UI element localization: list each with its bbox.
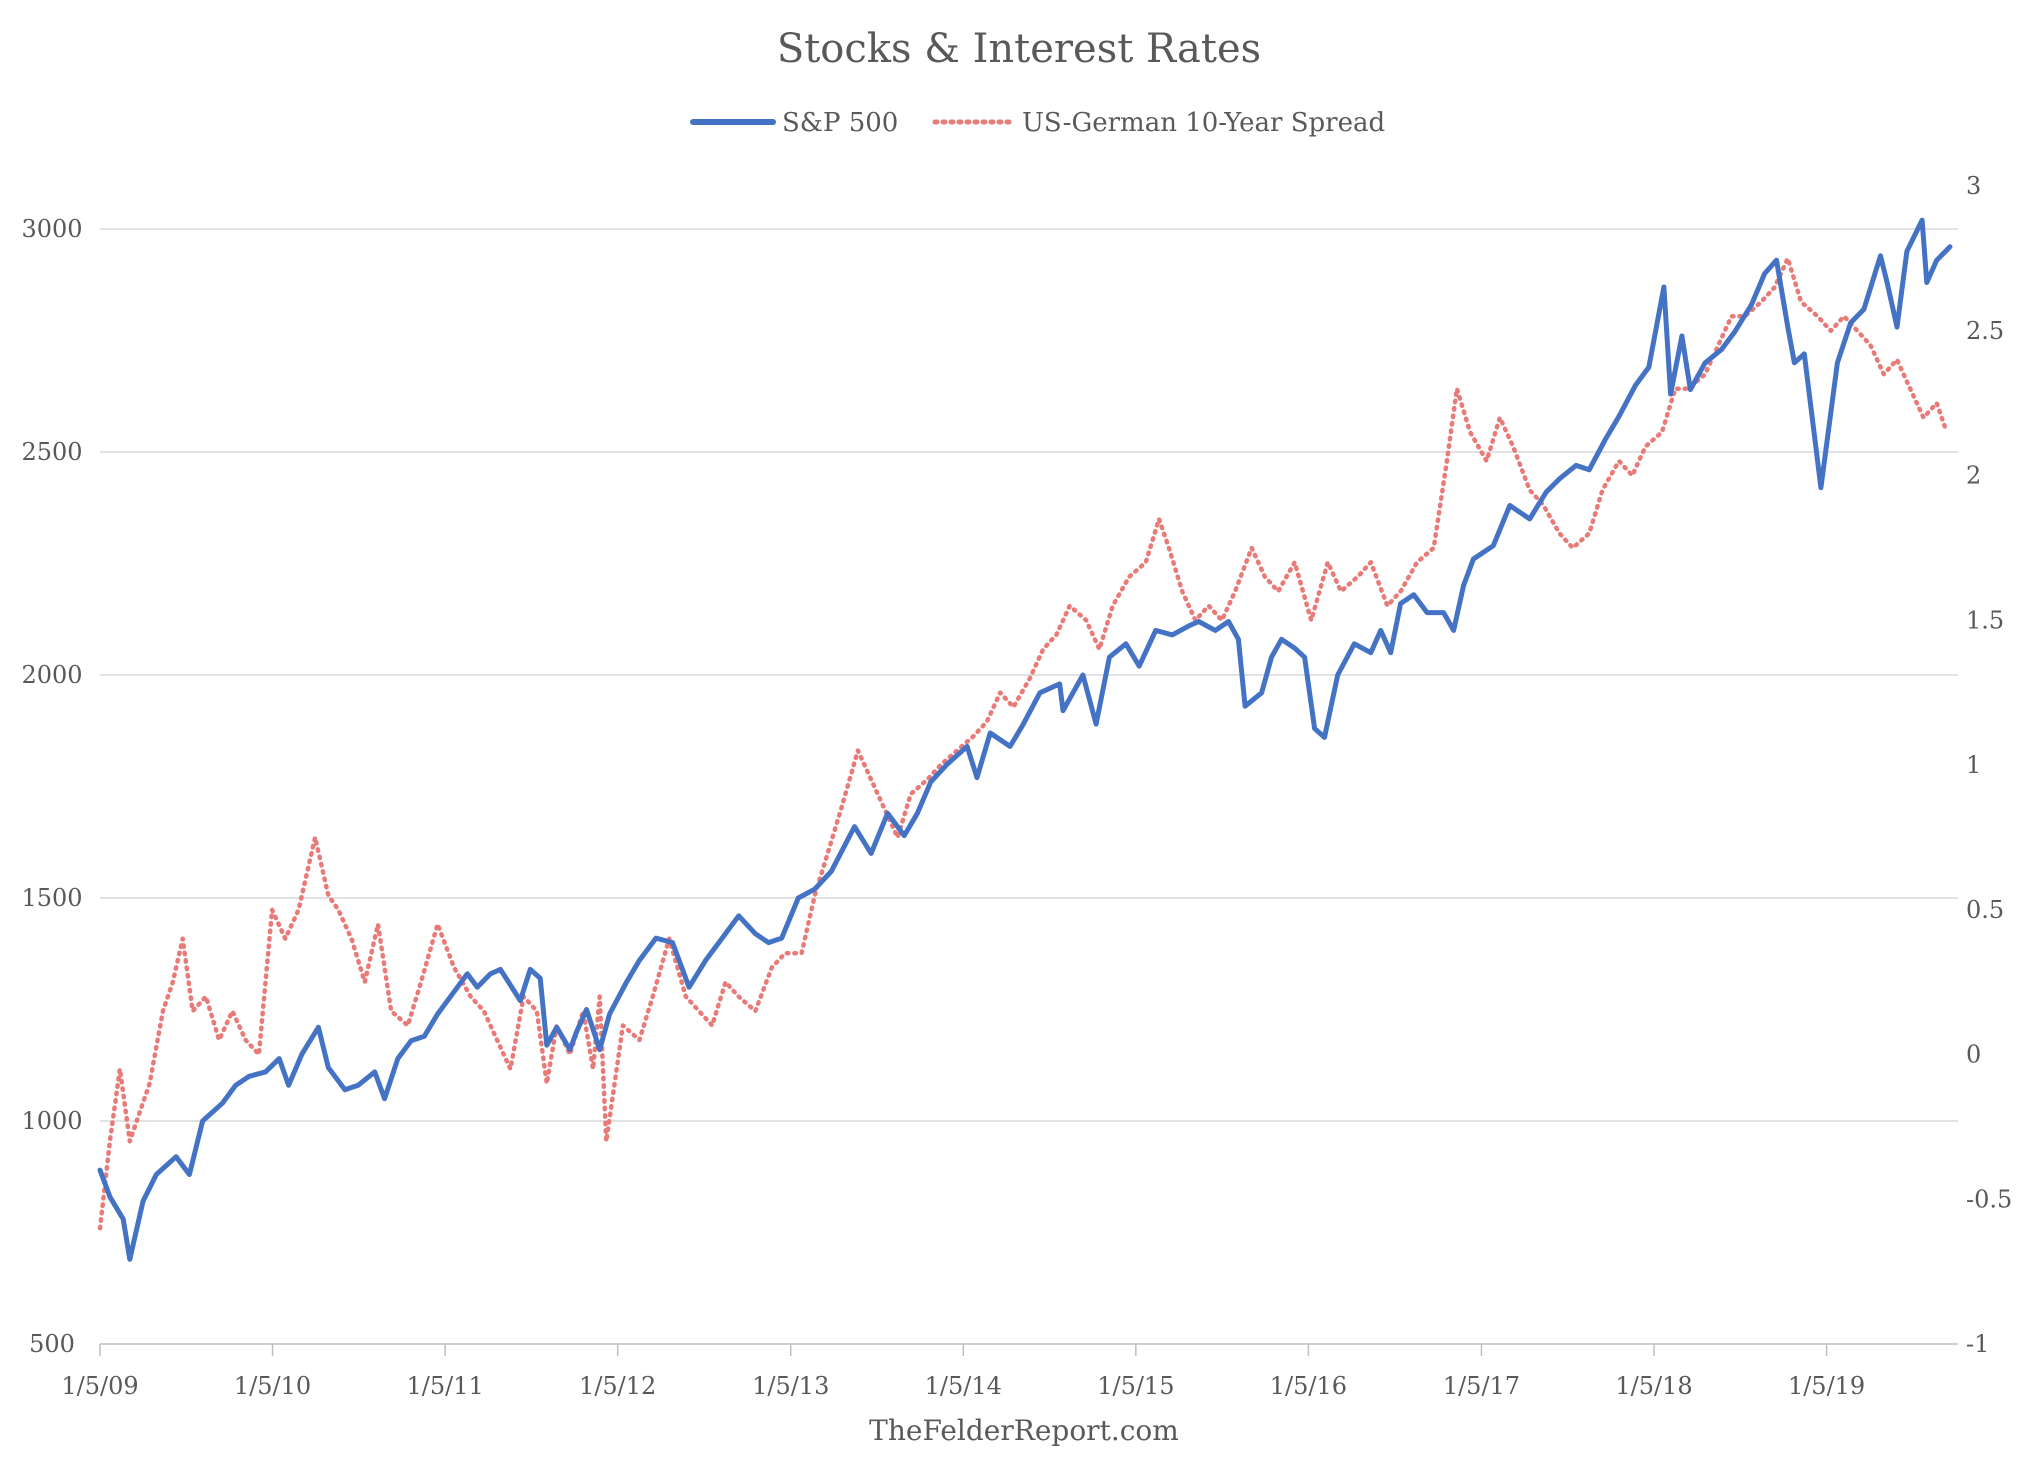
- x-tick-label: 1/5/16: [1270, 1372, 1347, 1400]
- right-y-axis-ticks: -1 -0.5 0 0.5 1 1.5 2 2.5 3: [1966, 172, 2012, 1358]
- gridlines: [100, 228, 1958, 1122]
- left-tick-label: 1000: [21, 1107, 82, 1135]
- right-tick-label: 2: [1966, 462, 1981, 490]
- legend: S&P 500 US-German 10-Year Spread: [690, 108, 1385, 138]
- right-tick-label: -1: [1966, 1330, 1989, 1358]
- right-tick-label: 2.5: [1966, 317, 2004, 345]
- right-tick-label: 0.5: [1966, 896, 2004, 924]
- x-tick-label: 1/5/13: [752, 1372, 829, 1400]
- source-label: TheFelderReport.com: [869, 1414, 1179, 1447]
- x-tick-label: 1/5/19: [1788, 1372, 1865, 1400]
- x-tick-label: 1/5/12: [579, 1372, 656, 1400]
- legend-label-sp500: S&P 500: [782, 108, 898, 138]
- right-tick-label: -0.5: [1966, 1185, 2012, 1213]
- left-y-axis-ticks: 500 1000 1500 2000 2500 3000: [21, 215, 82, 1358]
- left-tick-label: 1500: [21, 884, 82, 912]
- legend-label-spread: US-German 10-Year Spread: [1022, 108, 1385, 138]
- series-line-spread: [97, 256, 1949, 1231]
- x-tick-label: 1/5/18: [1615, 1372, 1692, 1400]
- right-tick-label: 1: [1966, 751, 1981, 779]
- right-tick-label: 0: [1966, 1041, 1981, 1069]
- x-tick-label: 1/5/17: [1443, 1372, 1520, 1400]
- x-tick-label: 1/5/10: [234, 1372, 311, 1400]
- left-tick-label: 3000: [21, 215, 82, 243]
- right-tick-label: 1.5: [1966, 606, 2004, 634]
- x-tick-label: 1/5/09: [61, 1372, 138, 1400]
- left-tick-label: 500: [29, 1330, 75, 1358]
- chart-title: Stocks & Interest Rates: [777, 26, 1261, 72]
- x-axis-ticks: 1/5/09 1/5/10 1/5/11 1/5/12 1/5/13 1/5/14 1/5/…: [61, 1344, 1865, 1400]
- x-tick-label: 1/5/15: [1097, 1372, 1174, 1400]
- right-tick-label: 3: [1966, 172, 1981, 200]
- x-tick-label: 1/5/11: [406, 1372, 483, 1400]
- left-tick-label: 2500: [21, 438, 82, 466]
- series-layer: [97, 217, 1953, 1262]
- left-tick-label: 2000: [21, 661, 82, 689]
- series-line-sp500: [97, 217, 1953, 1262]
- x-tick-label: 1/5/14: [925, 1372, 1002, 1400]
